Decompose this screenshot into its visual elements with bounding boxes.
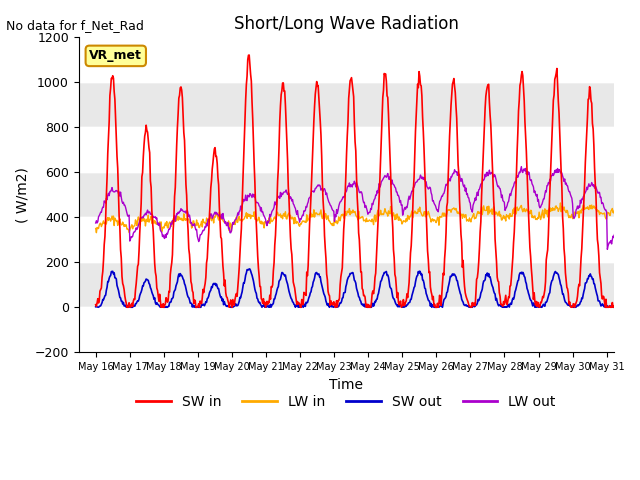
Text: No data for f_Net_Rad: No data for f_Net_Rad (6, 19, 144, 32)
X-axis label: Time: Time (329, 377, 363, 392)
Legend: SW in, LW in, SW out, LW out: SW in, LW in, SW out, LW out (131, 389, 561, 415)
Bar (79, 217, 614, 262)
Bar (79, 37, 614, 82)
Bar (79, 127, 614, 172)
Bar (79, 307, 614, 352)
Title: Short/Long Wave Radiation: Short/Long Wave Radiation (234, 15, 458, 33)
Y-axis label: ( W/m2): ( W/m2) (15, 167, 29, 223)
Text: VR_met: VR_met (90, 49, 142, 62)
